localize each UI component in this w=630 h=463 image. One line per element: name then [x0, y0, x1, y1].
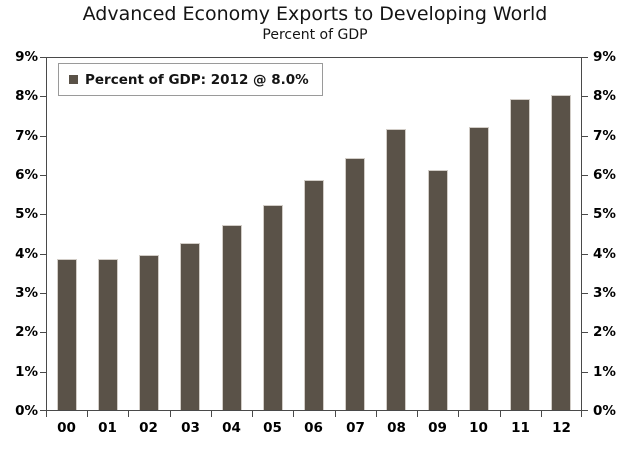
x-axis-tick: [581, 411, 582, 417]
bar-10: [469, 127, 489, 410]
x-axis-tick: [417, 411, 418, 417]
y-axis-tick-left: [40, 57, 46, 58]
y-axis-tick-right: [582, 214, 588, 215]
x-axis-tick: [87, 411, 88, 417]
bar-01: [98, 259, 118, 410]
x-axis-label-02: 02: [139, 420, 158, 436]
x-axis-tick: [128, 411, 129, 417]
y-axis-tick-right: [582, 136, 588, 137]
x-axis-label-05: 05: [263, 420, 282, 436]
bar-03: [180, 243, 200, 410]
y-axis-tick-left: [40, 372, 46, 373]
x-axis-label-01: 01: [98, 420, 117, 436]
y-axis-label-left: 9%: [15, 49, 38, 65]
y-axis-label-right: 7%: [593, 128, 616, 144]
y-axis-label-right: 8%: [593, 88, 616, 104]
plot-frame: [46, 57, 582, 411]
bar-02: [139, 255, 159, 410]
y-axis-tick-left: [40, 254, 46, 255]
legend-series-marker-icon: [69, 75, 78, 84]
y-axis-label-left: 6%: [15, 167, 38, 183]
y-axis-label-left: 0%: [15, 403, 38, 419]
y-axis-tick-left: [40, 410, 46, 411]
y-axis-tick-left: [40, 96, 46, 97]
y-axis-label-left: 3%: [15, 285, 38, 301]
y-axis-label-left: 7%: [15, 128, 38, 144]
y-axis-label-left: 1%: [15, 364, 38, 380]
bar-12: [551, 95, 571, 410]
y-axis-label-left: 5%: [15, 206, 38, 222]
y-axis-label-left: 8%: [15, 88, 38, 104]
y-axis-label-left: 4%: [15, 246, 38, 262]
x-axis-label-10: 10: [469, 420, 488, 436]
y-axis-label-right: 9%: [593, 49, 616, 65]
x-axis-label-06: 06: [304, 420, 323, 436]
x-axis-tick: [376, 411, 377, 417]
y-axis-tick-right: [582, 410, 588, 411]
x-axis-label-04: 04: [222, 420, 241, 436]
bar-05: [263, 205, 283, 410]
y-axis-tick-left: [40, 214, 46, 215]
x-axis-label-08: 08: [387, 420, 406, 436]
y-axis-label-right: 2%: [593, 324, 616, 340]
bar-09: [428, 170, 448, 410]
y-axis-tick-right: [582, 254, 588, 255]
x-axis-label-03: 03: [181, 420, 200, 436]
y-axis-label-left: 2%: [15, 324, 38, 340]
bar-07: [345, 158, 365, 410]
x-axis-tick: [335, 411, 336, 417]
x-axis-label-00: 00: [57, 420, 76, 436]
y-axis-tick-right: [582, 57, 588, 58]
x-axis-label-11: 11: [511, 420, 530, 436]
y-axis-label-right: 1%: [593, 364, 616, 380]
bar-04: [222, 225, 242, 410]
y-axis-label-right: 6%: [593, 167, 616, 183]
bar-08: [386, 129, 406, 410]
chart-title: Advanced Economy Exports to Developing W…: [82, 3, 548, 25]
x-axis-tick: [211, 411, 212, 417]
y-axis-label-right: 4%: [593, 246, 616, 262]
legend: Percent of GDP: 2012 @ 8.0%: [58, 63, 323, 96]
y-axis-tick-left: [40, 136, 46, 137]
x-axis-tick: [252, 411, 253, 417]
y-axis-label-right: 3%: [593, 285, 616, 301]
y-axis-label-right: 5%: [593, 206, 616, 222]
x-axis-tick: [500, 411, 501, 417]
x-axis-tick: [46, 411, 47, 417]
y-axis-tick-right: [582, 372, 588, 373]
x-axis-tick: [170, 411, 171, 417]
y-axis-tick-right: [582, 175, 588, 176]
bar-06: [304, 180, 324, 410]
y-axis-tick-right: [582, 293, 588, 294]
chart-subtitle: Percent of GDP: [262, 27, 368, 43]
x-axis-label-09: 09: [428, 420, 447, 436]
bar-11: [510, 99, 530, 410]
x-axis-tick: [458, 411, 459, 417]
x-axis-tick: [293, 411, 294, 417]
y-axis-tick-right: [582, 332, 588, 333]
x-axis-tick: [541, 411, 542, 417]
x-axis-label-07: 07: [346, 420, 365, 436]
legend-label: Percent of GDP: 2012 @ 8.0%: [85, 71, 309, 88]
y-axis-tick-right: [582, 96, 588, 97]
y-axis-tick-left: [40, 175, 46, 176]
bar-00: [57, 259, 77, 410]
y-axis-tick-left: [40, 332, 46, 333]
x-axis-label-12: 12: [552, 420, 571, 436]
y-axis-tick-left: [40, 293, 46, 294]
y-axis-label-right: 0%: [593, 403, 616, 419]
